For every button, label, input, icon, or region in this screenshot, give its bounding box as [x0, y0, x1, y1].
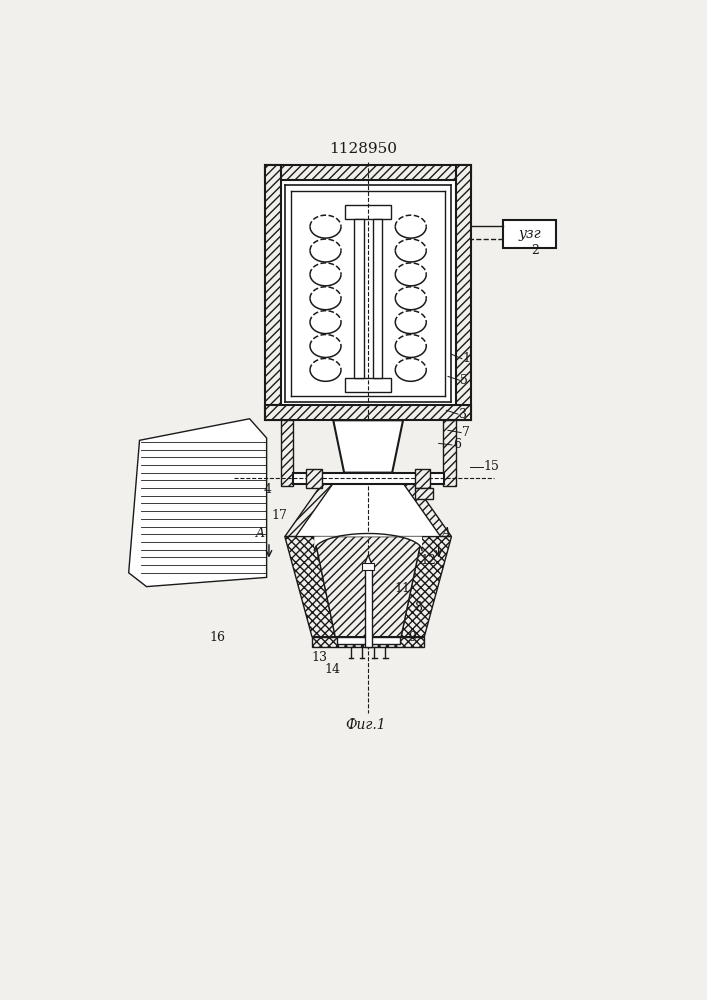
Polygon shape	[345, 205, 392, 219]
Polygon shape	[401, 537, 452, 637]
Polygon shape	[354, 219, 363, 378]
Text: 14: 14	[324, 663, 340, 676]
Text: 2: 2	[532, 244, 539, 257]
Text: 17: 17	[271, 509, 287, 522]
Polygon shape	[312, 637, 424, 647]
Text: Фиг.1: Фиг.1	[346, 718, 386, 732]
Text: 7: 7	[462, 426, 469, 439]
Polygon shape	[285, 537, 335, 637]
Polygon shape	[404, 484, 452, 537]
Polygon shape	[503, 220, 556, 248]
Polygon shape	[265, 165, 281, 420]
Text: узг: узг	[518, 227, 541, 241]
Text: 16: 16	[209, 631, 226, 644]
Polygon shape	[414, 488, 433, 499]
Polygon shape	[365, 566, 372, 647]
Polygon shape	[364, 555, 373, 566]
Polygon shape	[337, 637, 399, 644]
Text: 15: 15	[484, 460, 500, 473]
Text: 4: 4	[264, 483, 271, 496]
Text: 12: 12	[420, 554, 436, 567]
Polygon shape	[296, 484, 440, 537]
Text: 6: 6	[452, 438, 461, 451]
Polygon shape	[363, 563, 374, 570]
Polygon shape	[281, 180, 456, 405]
Polygon shape	[315, 537, 422, 637]
Polygon shape	[443, 420, 456, 486]
Polygon shape	[333, 420, 403, 473]
Polygon shape	[373, 219, 382, 378]
Text: 3: 3	[459, 408, 467, 421]
Polygon shape	[414, 469, 430, 488]
Polygon shape	[281, 420, 293, 486]
Polygon shape	[265, 165, 472, 180]
Polygon shape	[315, 534, 422, 550]
Text: 13: 13	[312, 651, 327, 664]
Text: 1: 1	[462, 352, 471, 365]
Polygon shape	[285, 484, 332, 537]
Text: 9: 9	[409, 631, 416, 644]
Text: A: A	[256, 527, 265, 540]
Polygon shape	[345, 378, 392, 392]
Polygon shape	[265, 405, 472, 420]
Text: 1128950: 1128950	[329, 142, 397, 156]
Polygon shape	[306, 469, 322, 488]
Polygon shape	[456, 165, 472, 420]
Polygon shape	[293, 473, 444, 484]
Text: 11: 11	[395, 582, 411, 595]
Text: A: A	[442, 527, 451, 540]
Text: 8: 8	[414, 601, 422, 614]
Text: 5: 5	[460, 374, 468, 387]
Polygon shape	[129, 419, 267, 587]
